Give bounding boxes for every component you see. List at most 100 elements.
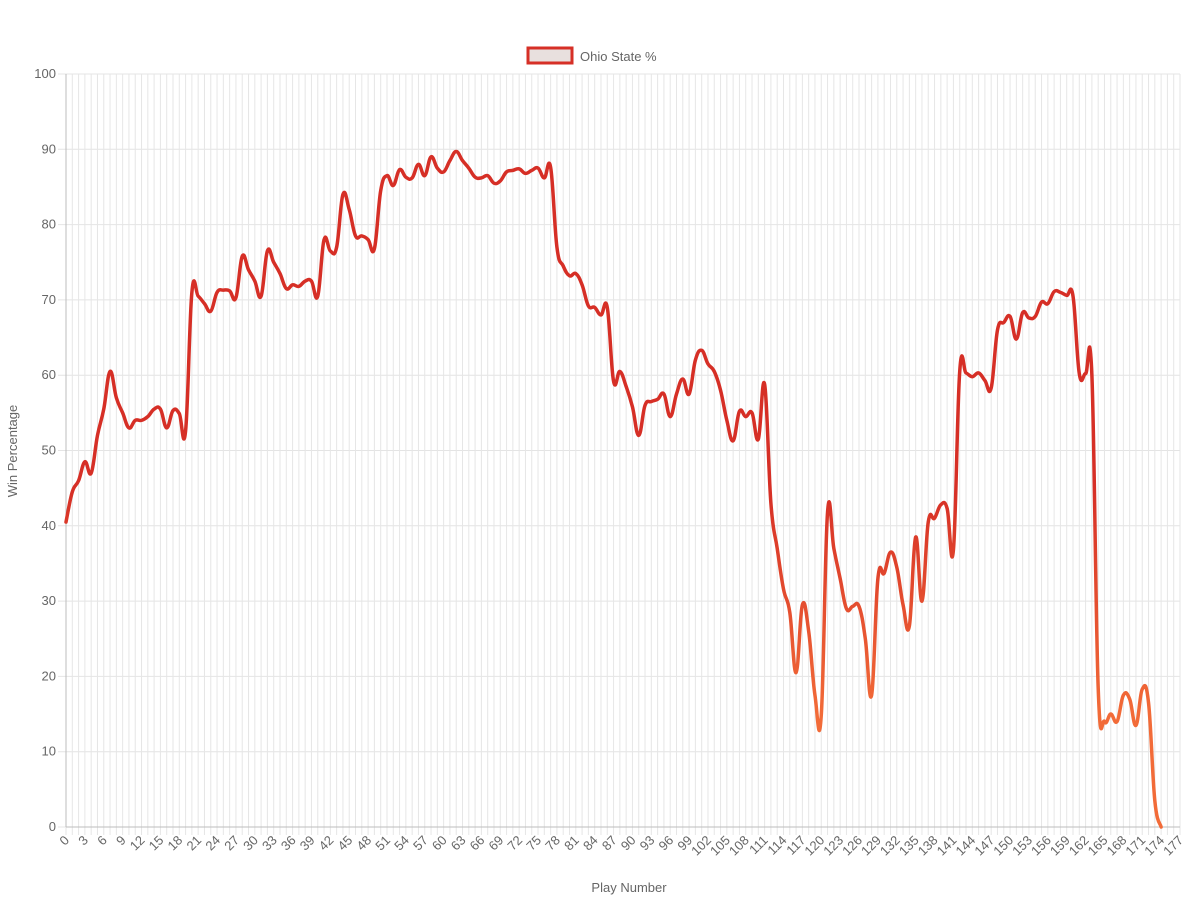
data-point[interactable] <box>504 169 510 175</box>
data-point[interactable] <box>1013 336 1019 342</box>
data-point[interactable] <box>906 623 912 629</box>
data-point[interactable] <box>1032 313 1038 319</box>
data-point[interactable] <box>497 178 503 184</box>
data-point[interactable] <box>567 273 573 279</box>
data-point[interactable] <box>869 692 875 698</box>
data-point[interactable] <box>434 165 440 171</box>
data-point[interactable] <box>478 175 484 181</box>
data-point[interactable] <box>1152 798 1158 804</box>
data-point[interactable] <box>107 368 113 374</box>
data-point[interactable] <box>617 368 623 374</box>
data-point[interactable] <box>799 602 805 608</box>
data-point[interactable] <box>1007 313 1013 319</box>
data-point[interactable] <box>743 414 749 420</box>
data-point[interactable] <box>818 713 824 719</box>
data-point[interactable] <box>365 237 371 243</box>
data-point[interactable] <box>522 170 528 176</box>
data-point[interactable] <box>302 278 308 284</box>
series-line-ohio-state[interactable] <box>64 149 1163 829</box>
data-point[interactable] <box>1146 700 1152 706</box>
data-point[interactable] <box>900 602 906 608</box>
data-point[interactable] <box>315 293 321 299</box>
data-point[interactable] <box>63 519 69 525</box>
data-point[interactable] <box>88 470 94 476</box>
data-point[interactable] <box>415 161 421 167</box>
data-point[interactable] <box>120 410 126 416</box>
data-point[interactable] <box>850 603 856 609</box>
data-point[interactable] <box>541 175 547 181</box>
data-point[interactable] <box>1001 319 1007 325</box>
data-point[interactable] <box>856 603 862 609</box>
data-point[interactable] <box>875 576 881 582</box>
data-point[interactable] <box>296 283 302 289</box>
data-point[interactable] <box>409 175 415 181</box>
data-point[interactable] <box>170 408 176 414</box>
data-point[interactable] <box>598 312 604 318</box>
data-point[interactable] <box>145 414 151 420</box>
data-point[interactable] <box>82 459 88 465</box>
data-point[interactable] <box>938 502 944 508</box>
data-point[interactable] <box>762 381 768 387</box>
data-point[interactable] <box>126 425 132 431</box>
data-point[interactable] <box>453 149 459 155</box>
data-point[interactable] <box>516 166 522 172</box>
data-point[interactable] <box>113 395 119 401</box>
data-point[interactable] <box>195 293 201 299</box>
data-point[interactable] <box>371 246 377 252</box>
data-point[interactable] <box>271 259 277 265</box>
data-point[interactable] <box>1108 711 1114 717</box>
data-point[interactable] <box>441 169 447 175</box>
data-point[interactable] <box>1114 719 1120 725</box>
data-point[interactable] <box>157 406 163 412</box>
data-point[interactable] <box>629 404 635 410</box>
data-point[interactable] <box>887 549 893 555</box>
data-point[interactable] <box>353 233 359 239</box>
data-point[interactable] <box>1127 696 1133 702</box>
data-point[interactable] <box>390 182 396 188</box>
data-point[interactable] <box>560 263 566 269</box>
data-point[interactable] <box>812 692 818 698</box>
data-point[interactable] <box>982 377 988 383</box>
data-point[interactable] <box>667 414 673 420</box>
data-point[interactable] <box>1020 310 1026 316</box>
data-point[interactable] <box>227 288 233 294</box>
data-point[interactable] <box>780 586 786 592</box>
data-point[interactable] <box>1139 686 1145 692</box>
data-point[interactable] <box>585 303 591 309</box>
data-point[interactable] <box>963 370 969 376</box>
data-point[interactable] <box>755 436 761 442</box>
data-point[interactable] <box>403 174 409 180</box>
data-point[interactable] <box>711 368 717 374</box>
data-point[interactable] <box>1064 292 1070 298</box>
data-point[interactable] <box>214 289 220 295</box>
data-point[interactable] <box>573 271 579 277</box>
data-point[interactable] <box>1051 289 1057 295</box>
data-point[interactable] <box>611 378 617 384</box>
data-point[interactable] <box>1083 371 1089 377</box>
data-point[interactable] <box>384 173 390 179</box>
data-point[interactable] <box>151 406 157 412</box>
data-point[interactable] <box>246 267 252 273</box>
data-point[interactable] <box>969 374 975 380</box>
data-point[interactable] <box>277 271 283 277</box>
data-point[interactable] <box>894 564 900 570</box>
data-point[interactable] <box>94 432 100 438</box>
data-point[interactable] <box>327 248 333 254</box>
data-point[interactable] <box>1133 722 1139 728</box>
data-point[interactable] <box>1076 371 1082 377</box>
data-point[interactable] <box>422 173 428 179</box>
data-point[interactable] <box>183 428 189 434</box>
data-point[interactable] <box>692 357 698 363</box>
data-point[interactable] <box>1039 299 1045 305</box>
data-point[interactable] <box>673 391 679 397</box>
data-point[interactable] <box>460 158 466 164</box>
data-point[interactable] <box>1070 293 1076 299</box>
data-point[interactable] <box>793 670 799 676</box>
data-point[interactable] <box>472 174 478 180</box>
data-point[interactable] <box>189 289 195 295</box>
data-point[interactable] <box>491 180 497 186</box>
data-point[interactable] <box>843 606 849 612</box>
data-point[interactable] <box>378 188 384 194</box>
data-point[interactable] <box>1057 289 1063 295</box>
data-point[interactable] <box>176 411 182 417</box>
